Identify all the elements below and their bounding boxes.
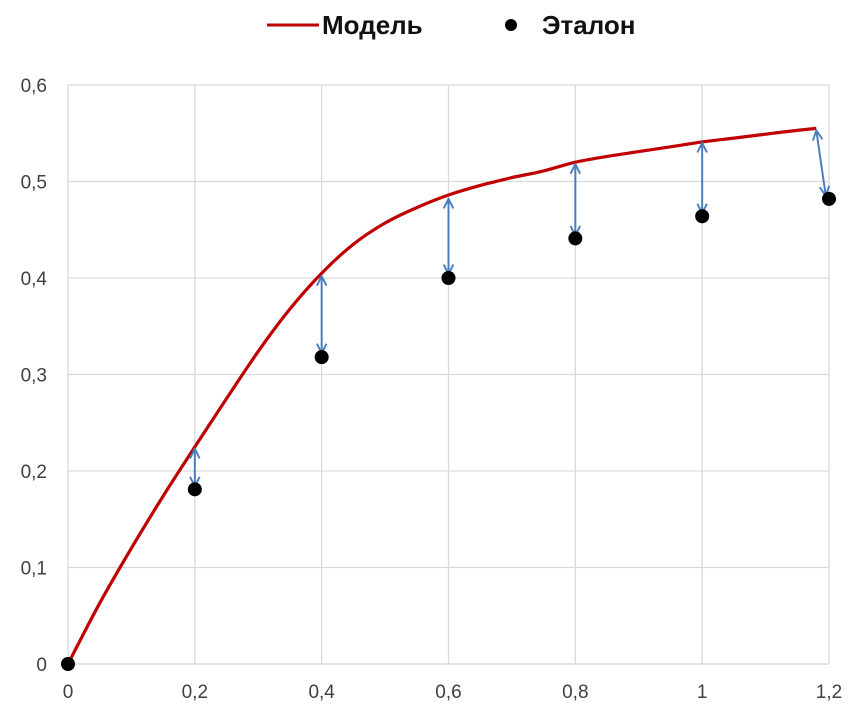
plot-area <box>61 126 836 671</box>
y-tick-label: 0,2 <box>21 462 47 483</box>
data-point-reference <box>61 657 75 671</box>
data-point-reference <box>822 191 836 206</box>
y-tick-label: 0,6 <box>21 76 47 97</box>
x-tick-label: 1 <box>697 682 708 703</box>
error-arrow <box>816 130 826 196</box>
x-tick-label: 0,2 <box>182 682 208 703</box>
data-point-reference <box>187 482 202 497</box>
legend: Модель Эталон <box>267 10 635 40</box>
series-line-model <box>66 126 817 665</box>
y-axis-ticks: 0 0,1 0,2 0,3 0,4 0,5 0,6 <box>21 76 48 676</box>
grid <box>67 84 830 665</box>
legend-label-model: Модель <box>322 10 423 40</box>
x-tick-label: 0 <box>63 682 74 703</box>
x-tick-label: 0,6 <box>435 682 461 703</box>
data-point-reference <box>314 350 329 365</box>
y-tick-label: 0 <box>36 655 47 676</box>
y-tick-label: 0,5 <box>21 173 47 194</box>
x-tick-label: 0,4 <box>308 682 335 703</box>
x-tick-label: 0,8 <box>562 682 588 703</box>
data-point-reference <box>441 271 456 285</box>
legend-marker-reference <box>505 19 517 31</box>
data-point-reference <box>695 209 710 224</box>
y-tick-label: 0,4 <box>21 269 48 290</box>
x-tick-label: 1,2 <box>816 682 842 703</box>
y-tick-label: 0,3 <box>21 366 47 387</box>
legend-label-reference: Эталон <box>542 10 635 40</box>
y-tick-label: 0,1 <box>21 559 47 580</box>
data-point-reference <box>568 231 583 246</box>
x-axis-ticks: 0 0,2 0,4 0,6 0,8 1 1,2 <box>63 682 843 703</box>
